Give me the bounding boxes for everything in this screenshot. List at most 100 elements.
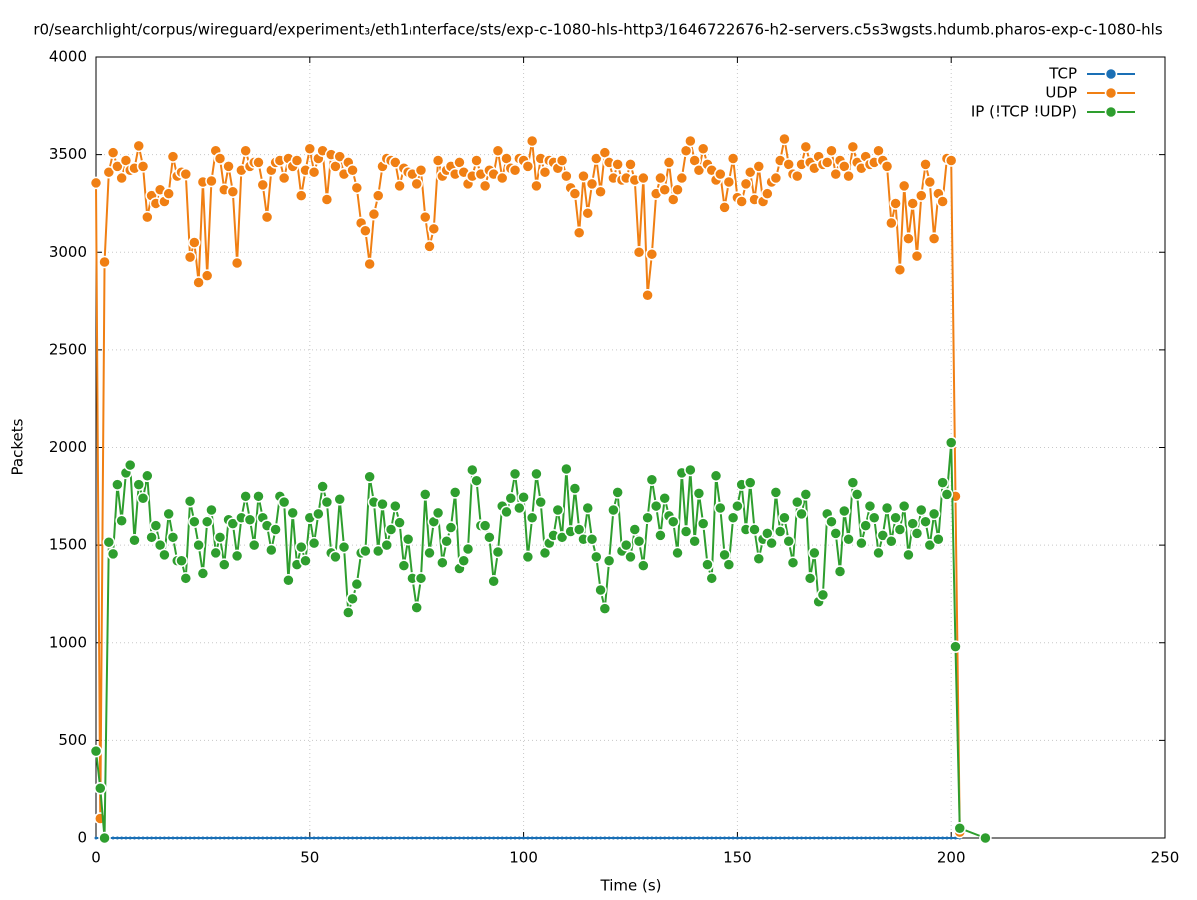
data-point xyxy=(230,256,244,270)
data-point xyxy=(864,836,868,840)
data-point xyxy=(851,836,855,840)
data-point xyxy=(290,154,304,167)
data-point xyxy=(517,491,530,504)
data-point xyxy=(692,487,706,500)
data-point xyxy=(902,836,906,840)
data-point xyxy=(111,478,124,491)
data-point xyxy=(128,836,132,840)
data-point xyxy=(508,163,522,177)
data-point xyxy=(102,165,116,179)
data-point xyxy=(791,169,804,183)
data-point xyxy=(478,519,492,532)
data-point xyxy=(607,503,620,517)
data-point xyxy=(919,515,932,528)
data-point xyxy=(410,177,423,191)
data-point xyxy=(286,506,299,520)
data-point xyxy=(367,207,381,221)
data-point xyxy=(304,836,308,840)
data-point xyxy=(936,195,949,208)
data-point xyxy=(855,536,868,550)
data-point xyxy=(180,836,184,840)
data-point xyxy=(239,490,252,503)
data-point xyxy=(859,519,872,532)
data-point xyxy=(924,836,928,840)
data-point xyxy=(581,501,594,515)
data-point xyxy=(278,836,282,840)
data-point xyxy=(492,836,496,840)
data-point xyxy=(727,836,731,840)
x-tick-label: 150 xyxy=(723,849,752,867)
data-point xyxy=(522,836,526,840)
chart-title: r0/searchlight/corpus/wireguard/experime… xyxy=(33,21,1162,39)
data-point xyxy=(226,185,240,198)
data-point xyxy=(863,499,877,513)
data-point xyxy=(585,533,599,546)
data-point xyxy=(714,167,727,181)
data-point xyxy=(611,836,615,840)
data-point xyxy=(663,836,667,840)
data-point xyxy=(915,189,928,202)
data-point xyxy=(389,836,393,840)
data-point xyxy=(752,160,766,173)
data-point xyxy=(98,831,111,845)
data-point xyxy=(637,559,650,572)
data-point xyxy=(166,531,180,544)
data-point xyxy=(428,836,432,840)
data-point xyxy=(619,538,633,552)
data-point xyxy=(739,177,753,191)
data-point xyxy=(436,836,440,840)
y-tick-label: 2000 xyxy=(49,438,87,456)
data-point xyxy=(329,836,333,840)
data-point xyxy=(218,836,222,840)
data-point xyxy=(936,476,949,489)
data-point xyxy=(371,544,385,558)
data-point xyxy=(154,836,158,840)
data-point xyxy=(684,134,697,148)
data-point xyxy=(867,511,881,525)
legend-marker xyxy=(1104,105,1118,119)
data-point xyxy=(145,531,158,544)
data-point xyxy=(470,154,483,167)
data-point xyxy=(808,546,821,560)
data-point xyxy=(500,836,504,840)
data-point xyxy=(265,543,278,557)
data-point xyxy=(252,836,256,840)
legend-marker xyxy=(1104,86,1118,100)
data-point xyxy=(393,516,406,529)
data-point xyxy=(675,171,689,185)
data-point xyxy=(277,495,291,509)
data-point xyxy=(906,197,919,210)
data-point xyxy=(560,462,573,476)
x-tick-label: 200 xyxy=(937,849,966,867)
data-point xyxy=(748,523,761,536)
data-point xyxy=(239,144,252,157)
data-point xyxy=(162,187,175,200)
data-point xyxy=(598,602,612,615)
data-point xyxy=(850,488,864,501)
data-point xyxy=(949,836,953,840)
data-point xyxy=(816,588,830,602)
data-point xyxy=(658,492,671,505)
data-point xyxy=(534,836,538,840)
data-point xyxy=(611,158,624,171)
data-point xyxy=(799,488,813,501)
data-point xyxy=(671,836,675,840)
data-point xyxy=(722,175,736,189)
data-point xyxy=(825,515,838,528)
data-point xyxy=(504,836,508,840)
data-point xyxy=(731,499,744,513)
data-point xyxy=(761,836,765,840)
data-point xyxy=(658,836,662,840)
data-point xyxy=(504,492,518,505)
data-point xyxy=(821,836,825,840)
data-point xyxy=(859,836,863,840)
data-point xyxy=(641,511,654,525)
data-point xyxy=(525,134,539,148)
data-point xyxy=(137,836,141,840)
data-point xyxy=(303,142,317,156)
data-point xyxy=(252,156,265,169)
data-point xyxy=(419,836,423,840)
data-point xyxy=(213,531,227,544)
data-point xyxy=(774,836,778,840)
